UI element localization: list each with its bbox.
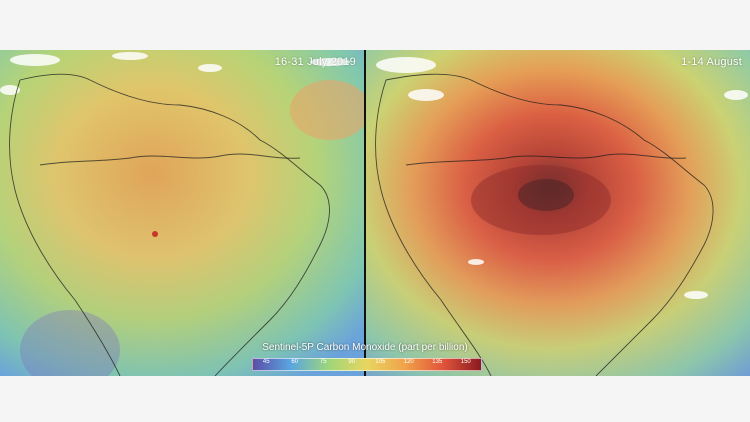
carbon-monoxide-map-august [366,50,750,376]
amazon-river [405,153,687,166]
date-label-august: 1-14 August [681,56,742,68]
legend-tick-label: 60 [291,359,299,365]
legend-tick-label: 150 [460,359,471,365]
legend-color-bar [252,358,482,371]
map-panel-august: 1-14 August [366,50,750,376]
legend-tick-label: 45 [262,359,270,365]
map-frame: 16-31 July 2019 [0,50,750,376]
legend-tick-label: 120 [403,359,414,365]
color-legend: Sentinel-5P Carbon Monoxide (part per bi… [238,342,492,376]
cloud-cover [376,57,748,299]
legend-title: Sentinel-5P Carbon Monoxide (part per bi… [262,342,468,353]
coastline [375,73,714,376]
atlantic-co-plume [290,80,364,140]
co-concentration-field [366,50,750,376]
map-panel-july: 16-31 July 2019 [0,50,364,376]
cloud-cover [0,52,350,95]
legend-tick-label: 135 [432,359,443,365]
legend-tick-label: 75 [319,359,327,365]
carbon-monoxide-map-july [0,50,364,376]
legend-tick-label: 105 [375,359,386,365]
fire-smoke-peak [518,179,574,211]
legend-tick-label: 90 [348,359,356,365]
legend-ticks: 45 60 75 90 105 120 135 150 [252,358,480,369]
pacific-low-co [20,310,120,376]
fire-hotspot [152,231,158,237]
amazon-river [39,153,301,166]
date-label-july: 16-31 July 2019 [274,56,356,68]
panel-divider [364,50,366,376]
